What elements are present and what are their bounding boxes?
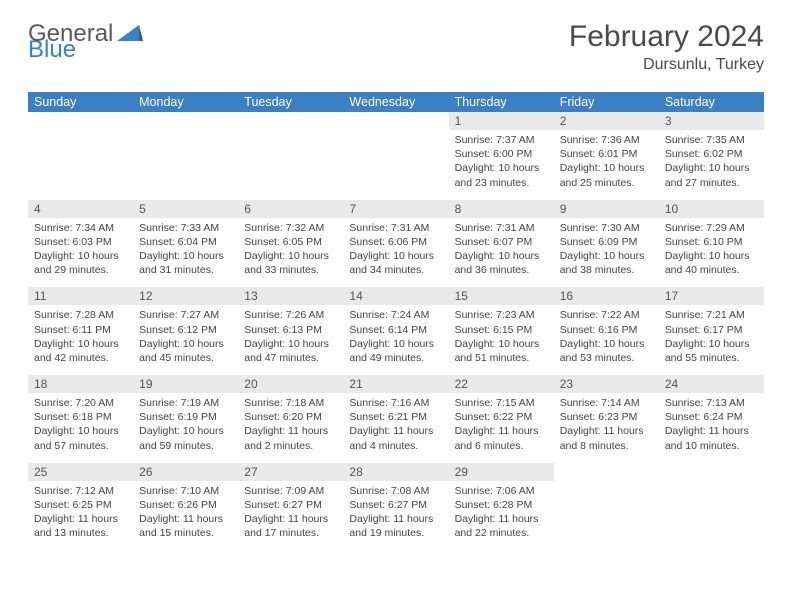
weekday-header: Wednesday [343,92,448,112]
day-content-cell: Sunrise: 7:27 AMSunset: 6:12 PMDaylight:… [133,305,238,371]
day-number-row: 123 [28,112,764,130]
day-number-cell: 6 [238,200,343,218]
day-number-cell: 23 [554,375,659,393]
day-number-cell: 16 [554,287,659,305]
day-content-cell: Sunrise: 7:31 AMSunset: 6:07 PMDaylight:… [449,218,554,284]
day-content-row: Sunrise: 7:20 AMSunset: 6:18 PMDaylight:… [28,393,764,459]
weekday-header: Thursday [449,92,554,112]
day-content-cell: Sunrise: 7:08 AMSunset: 6:27 PMDaylight:… [343,481,448,547]
day-content-cell: Sunrise: 7:36 AMSunset: 6:01 PMDaylight:… [554,130,659,196]
weekday-header: Tuesday [238,92,343,112]
day-content-cell [133,130,238,196]
day-number-row: 2526272829 [28,463,764,481]
day-number-cell: 21 [343,375,448,393]
day-content-cell: Sunrise: 7:21 AMSunset: 6:17 PMDaylight:… [659,305,764,371]
day-content-cell: Sunrise: 7:12 AMSunset: 6:25 PMDaylight:… [28,481,133,547]
day-number-cell: 19 [133,375,238,393]
day-content-cell: Sunrise: 7:37 AMSunset: 6:00 PMDaylight:… [449,130,554,196]
month-title: February 2024 [569,20,764,54]
day-content-row: Sunrise: 7:12 AMSunset: 6:25 PMDaylight:… [28,481,764,547]
day-content-cell: Sunrise: 7:22 AMSunset: 6:16 PMDaylight:… [554,305,659,371]
day-number-cell: 14 [343,287,448,305]
day-content-cell: Sunrise: 7:10 AMSunset: 6:26 PMDaylight:… [133,481,238,547]
day-number-cell [133,112,238,130]
day-number-cell: 26 [133,463,238,481]
page-header: General February 2024 Dursunlu, Turkey [28,20,764,74]
weekday-header: Friday [554,92,659,112]
day-content-cell: Sunrise: 7:23 AMSunset: 6:15 PMDaylight:… [449,305,554,371]
day-content-cell: Sunrise: 7:29 AMSunset: 6:10 PMDaylight:… [659,218,764,284]
brand-triangle-icon [117,23,143,46]
day-number-cell: 8 [449,200,554,218]
day-content-cell [28,130,133,196]
day-number-cell: 25 [28,463,133,481]
day-content-cell [238,130,343,196]
day-content-cell: Sunrise: 7:31 AMSunset: 6:06 PMDaylight:… [343,218,448,284]
weekday-header: Monday [133,92,238,112]
day-number-cell: 24 [659,375,764,393]
day-content-cell: Sunrise: 7:14 AMSunset: 6:23 PMDaylight:… [554,393,659,459]
day-number-cell: 1 [449,112,554,130]
day-number-cell: 27 [238,463,343,481]
day-number-cell [238,112,343,130]
location-label: Dursunlu, Turkey [569,56,764,74]
weekday-header: Sunday [28,92,133,112]
day-number-cell: 18 [28,375,133,393]
day-number-cell: 11 [28,287,133,305]
day-number-cell [554,463,659,481]
day-number-row: 11121314151617 [28,287,764,305]
day-content-cell: Sunrise: 7:32 AMSunset: 6:05 PMDaylight:… [238,218,343,284]
calendar-table: Sunday Monday Tuesday Wednesday Thursday… [28,92,764,550]
day-content-cell: Sunrise: 7:20 AMSunset: 6:18 PMDaylight:… [28,393,133,459]
day-content-row: Sunrise: 7:37 AMSunset: 6:00 PMDaylight:… [28,130,764,196]
day-number-cell: 5 [133,200,238,218]
day-content-cell: Sunrise: 7:19 AMSunset: 6:19 PMDaylight:… [133,393,238,459]
day-number-cell: 2 [554,112,659,130]
day-number-row: 45678910 [28,200,764,218]
day-content-cell: Sunrise: 7:24 AMSunset: 6:14 PMDaylight:… [343,305,448,371]
day-number-cell [659,463,764,481]
day-content-cell: Sunrise: 7:26 AMSunset: 6:13 PMDaylight:… [238,305,343,371]
weekday-header-row: Sunday Monday Tuesday Wednesday Thursday… [28,92,764,112]
day-number-cell: 20 [238,375,343,393]
brand-part2: Blue [28,36,76,64]
day-content-row: Sunrise: 7:28 AMSunset: 6:11 PMDaylight:… [28,305,764,371]
day-content-cell: Sunrise: 7:28 AMSunset: 6:11 PMDaylight:… [28,305,133,371]
day-number-cell: 13 [238,287,343,305]
day-content-cell: Sunrise: 7:09 AMSunset: 6:27 PMDaylight:… [238,481,343,547]
day-content-cell: Sunrise: 7:06 AMSunset: 6:28 PMDaylight:… [449,481,554,547]
day-number-cell: 15 [449,287,554,305]
day-content-cell: Sunrise: 7:13 AMSunset: 6:24 PMDaylight:… [659,393,764,459]
day-number-cell: 12 [133,287,238,305]
day-number-cell: 10 [659,200,764,218]
day-content-cell: Sunrise: 7:18 AMSunset: 6:20 PMDaylight:… [238,393,343,459]
day-number-cell: 4 [28,200,133,218]
title-block: February 2024 Dursunlu, Turkey [569,20,764,74]
day-content-cell: Sunrise: 7:15 AMSunset: 6:22 PMDaylight:… [449,393,554,459]
day-number-cell: 9 [554,200,659,218]
day-number-cell [343,112,448,130]
day-number-row: 18192021222324 [28,375,764,393]
day-content-cell: Sunrise: 7:33 AMSunset: 6:04 PMDaylight:… [133,218,238,284]
day-number-cell [28,112,133,130]
day-number-cell: 29 [449,463,554,481]
day-number-cell: 3 [659,112,764,130]
day-number-cell: 17 [659,287,764,305]
day-content-cell [343,130,448,196]
day-content-cell [554,481,659,547]
day-number-cell: 28 [343,463,448,481]
day-number-cell: 22 [449,375,554,393]
day-content-cell: Sunrise: 7:35 AMSunset: 6:02 PMDaylight:… [659,130,764,196]
day-content-cell: Sunrise: 7:34 AMSunset: 6:03 PMDaylight:… [28,218,133,284]
day-number-cell: 7 [343,200,448,218]
day-content-cell [659,481,764,547]
day-content-cell: Sunrise: 7:16 AMSunset: 6:21 PMDaylight:… [343,393,448,459]
day-content-row: Sunrise: 7:34 AMSunset: 6:03 PMDaylight:… [28,218,764,284]
weekday-header: Saturday [659,92,764,112]
day-content-cell: Sunrise: 7:30 AMSunset: 6:09 PMDaylight:… [554,218,659,284]
